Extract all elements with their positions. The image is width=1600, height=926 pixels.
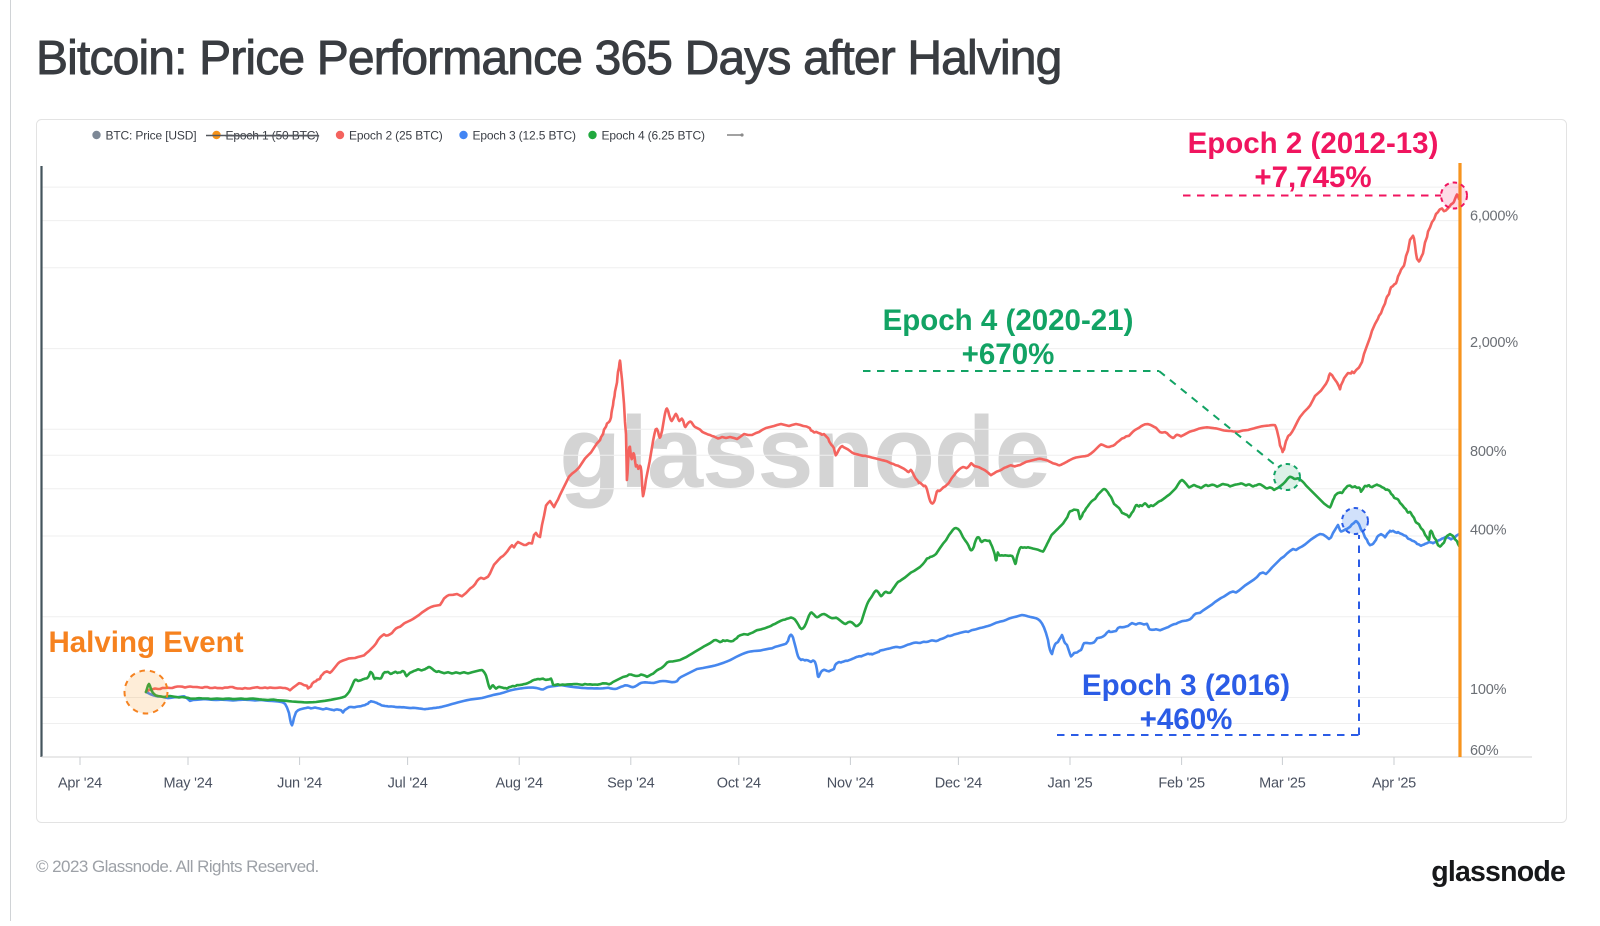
svg-text:+670%: +670% [962,338,1055,371]
svg-text:Feb '25: Feb '25 [1158,776,1205,792]
svg-text:Oct '24: Oct '24 [717,776,761,792]
svg-text:glassnode: glassnode [1431,856,1565,888]
svg-text:Dec '24: Dec '24 [935,776,982,792]
svg-text:100%: 100% [1470,682,1507,698]
svg-text:Epoch 4 (6.25 BTC): Epoch 4 (6.25 BTC) [602,129,706,143]
svg-text:Jun '24: Jun '24 [277,776,322,792]
svg-text:6,000%: 6,000% [1470,209,1518,225]
svg-text:Epoch 3 (2016): Epoch 3 (2016) [1082,669,1290,702]
svg-text:400%: 400% [1470,523,1507,539]
svg-text:Nov '24: Nov '24 [827,776,874,792]
svg-text:Apr '24: Apr '24 [58,776,102,792]
svg-text:BTC: Price [USD]: BTC: Price [USD] [106,129,197,143]
svg-text:Bitcoin: Price Performance 365: Bitcoin: Price Performance 365 Days afte… [36,32,1061,85]
svg-text:+460%: +460% [1140,703,1233,736]
svg-text:2,000%: 2,000% [1470,335,1518,351]
svg-text:Halving Event: Halving Event [48,626,243,659]
svg-text:Mar '25: Mar '25 [1259,776,1306,792]
svg-text:Aug '24: Aug '24 [496,776,543,792]
svg-text:Epoch 3 (12.5 BTC): Epoch 3 (12.5 BTC) [473,129,577,143]
svg-text:May '24: May '24 [164,776,213,792]
svg-text:Epoch 2 (2012-13): Epoch 2 (2012-13) [1188,127,1439,160]
svg-text:60%: 60% [1470,743,1499,759]
svg-text:Epoch 2 (25 BTC): Epoch 2 (25 BTC) [349,129,443,143]
svg-text:Jul '24: Jul '24 [388,776,428,792]
svg-text:Jan '25: Jan '25 [1048,776,1093,792]
svg-text:800%: 800% [1470,444,1507,460]
svg-text:Apr '25: Apr '25 [1372,776,1416,792]
svg-text:Sep '24: Sep '24 [607,776,654,792]
svg-text:+7,745%: +7,745% [1254,161,1371,194]
svg-text:© 2023 Glassnode. All Rights R: © 2023 Glassnode. All Rights Reserved. [36,857,319,876]
svg-text:Epoch 4 (2020-21): Epoch 4 (2020-21) [883,304,1134,337]
